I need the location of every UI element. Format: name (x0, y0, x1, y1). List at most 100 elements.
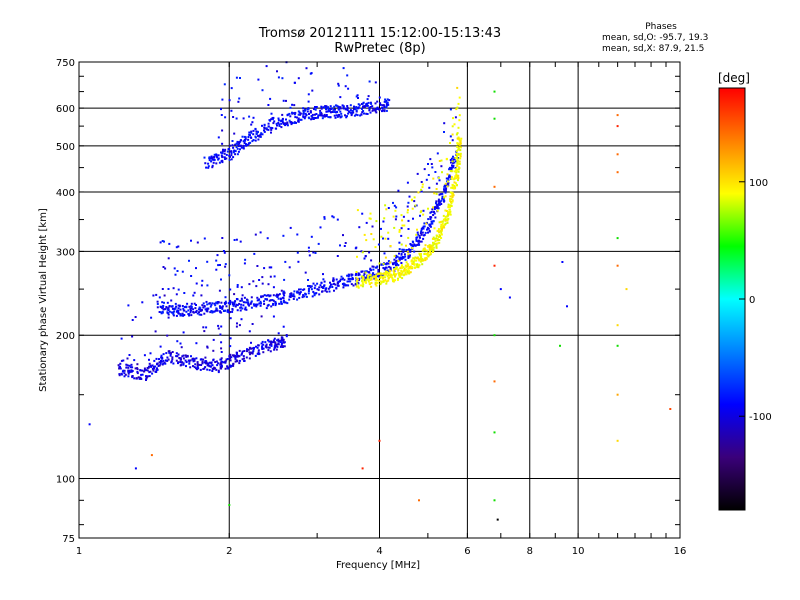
echo-point (423, 234, 426, 236)
colorbar-tick-label: 100 (749, 178, 768, 189)
echo-point (430, 248, 433, 251)
echo-point (438, 239, 441, 241)
echo-point (353, 105, 355, 108)
echo-point (195, 342, 198, 345)
echo-point (355, 276, 358, 279)
echo-point (429, 252, 432, 255)
echo-point (344, 114, 346, 117)
echo-point (433, 242, 436, 245)
echo-point (219, 333, 222, 336)
echo-point (200, 364, 203, 366)
echo-point (276, 124, 278, 127)
echo-point (154, 330, 157, 333)
echo-point (323, 280, 326, 283)
echo-point (384, 279, 387, 282)
echo-point (368, 109, 371, 112)
echo-point (339, 107, 342, 110)
echo-point (284, 301, 287, 304)
echo-point (454, 187, 456, 190)
echo-point (406, 250, 409, 253)
echo-point (379, 102, 382, 105)
echo-point (440, 199, 443, 202)
echo-point (429, 218, 432, 220)
echo-point (168, 305, 171, 308)
echo-point (221, 159, 224, 162)
echo-point (377, 108, 380, 111)
echo-point (261, 346, 264, 349)
echo-point (355, 246, 358, 249)
echo-point (372, 268, 375, 271)
echo-point (378, 439, 381, 442)
echo-point (233, 132, 236, 135)
echo-point (452, 194, 455, 197)
echo-point (220, 351, 223, 353)
echo-point (374, 281, 377, 284)
echo-point (402, 274, 405, 277)
echo-point (381, 109, 384, 112)
echo-point (459, 149, 462, 152)
echo-point (227, 148, 230, 151)
echo-point (244, 258, 247, 261)
echo-point (141, 373, 144, 376)
echo-point (425, 249, 428, 252)
echo-point (206, 310, 209, 313)
echo-point (388, 265, 391, 268)
echo-point (255, 285, 258, 288)
echo-point (456, 155, 458, 158)
echo-point (251, 323, 254, 325)
echo-point (289, 115, 292, 118)
echo-point (240, 146, 243, 149)
echo-point (198, 313, 201, 316)
echo-point (370, 278, 373, 281)
echo-point (369, 217, 372, 220)
echo-point (395, 256, 398, 259)
echo-point (446, 182, 449, 185)
phase-stats: Phases mean, sd,O: -95.7, 19.3 mean, sd,… (602, 22, 720, 55)
echo-point (195, 282, 198, 285)
echo-point (420, 228, 423, 231)
echo-point (239, 140, 242, 143)
echo-point (140, 378, 143, 380)
echo-point (352, 284, 355, 287)
echo-point (174, 307, 177, 310)
echo-point (371, 225, 374, 228)
echo-point (264, 341, 267, 344)
echo-point (289, 106, 292, 109)
colorbar-label: [deg] (718, 71, 750, 85)
echo-point (229, 353, 232, 356)
echo-point (188, 314, 191, 317)
echo-point (302, 288, 305, 291)
echo-point (380, 280, 383, 283)
echo-point (387, 277, 390, 280)
echo-point (228, 366, 231, 369)
echo-point (263, 267, 266, 270)
echo-point (372, 107, 374, 110)
echo-point (384, 273, 387, 276)
echo-point (195, 309, 198, 312)
echo-point (167, 288, 170, 290)
echo-point (386, 98, 389, 101)
echo-point (367, 95, 370, 98)
echo-point (225, 157, 228, 160)
echo-point (205, 326, 208, 329)
echo-point (356, 280, 359, 283)
echo-point (327, 287, 330, 290)
echo-point (374, 246, 377, 249)
echo-point (196, 361, 199, 364)
echo-point (236, 153, 239, 156)
echo-point (248, 115, 251, 118)
echo-point (415, 259, 418, 262)
echo-point (217, 362, 220, 365)
echo-point (251, 352, 254, 355)
x-tick-label: 1 (76, 546, 82, 557)
echo-point (369, 279, 372, 281)
echo-point (440, 203, 443, 205)
echo-point (407, 264, 410, 267)
echo-point (437, 228, 440, 231)
echo-point (493, 264, 496, 267)
echo-point (168, 242, 171, 245)
echo-point (447, 203, 450, 206)
echo-point (280, 343, 283, 346)
echo-point (293, 122, 296, 124)
echo-point (185, 310, 188, 313)
